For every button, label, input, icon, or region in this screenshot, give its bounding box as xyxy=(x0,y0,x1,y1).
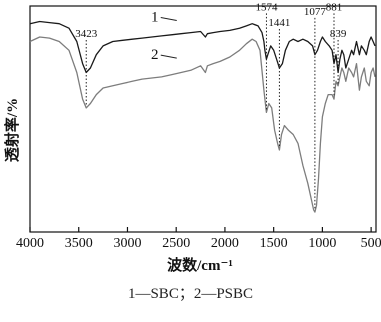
x-axis: 4000 3500 3000 2500 2000 1500 1000 500 xyxy=(16,227,381,251)
x-tick-label-3500: 3500 xyxy=(65,236,93,251)
x-tick-label-3000: 3000 xyxy=(113,236,141,251)
peak-label-1574: 1574 xyxy=(255,1,278,13)
series-label-2: 2 xyxy=(151,47,159,63)
x-tick-label-500: 500 xyxy=(361,236,381,251)
x-tick-label-4000: 4000 xyxy=(16,236,44,251)
peak-label-839: 839 xyxy=(330,28,347,40)
x-tick-label-1500: 1500 xyxy=(260,236,288,251)
series-label-leader-1 xyxy=(160,17,177,22)
plot-area: 3423 1574 1441 1077 881 839 1 2 xyxy=(29,1,377,233)
x-axis-title: 波数/cm⁻¹ xyxy=(167,256,233,274)
peak-label-1077: 1077 xyxy=(304,6,327,18)
x-tick-label-1000: 1000 xyxy=(308,236,336,251)
series-line-2 xyxy=(29,36,376,213)
peak-label-881: 881 xyxy=(326,1,343,13)
plot-frame xyxy=(29,5,377,233)
figure-caption: 1—SBC；2—PSBC xyxy=(127,286,254,302)
peak-label-3423: 3423 xyxy=(75,28,98,40)
peak-label-1441: 1441 xyxy=(268,17,290,29)
y-axis-title: 透射率/% xyxy=(3,98,21,162)
series-label-1: 1 xyxy=(151,10,159,26)
ftir-chart: 3423 1574 1441 1077 881 839 1 2 4000 3500 3000 250… xyxy=(3,1,381,274)
x-tick-label-2000: 2000 xyxy=(211,236,239,251)
series-line-1 xyxy=(29,20,376,74)
x-tick-label-2500: 2500 xyxy=(162,236,190,251)
series-label-leader-2 xyxy=(160,54,177,59)
